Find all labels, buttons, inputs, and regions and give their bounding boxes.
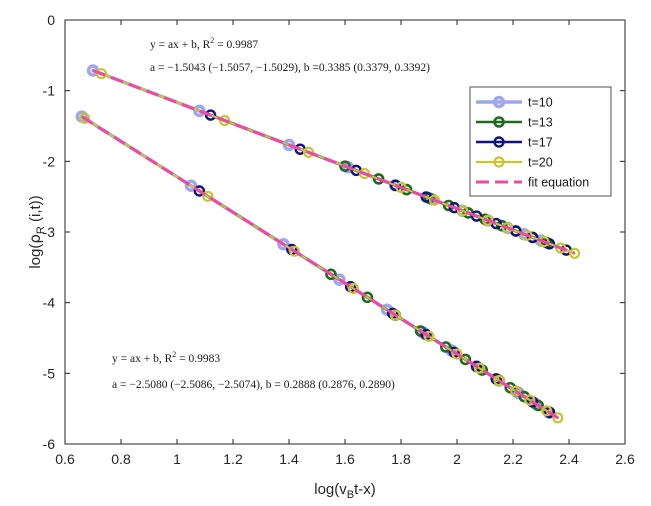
series-layer	[75, 64, 581, 424]
data-point	[333, 273, 346, 286]
x-tick-label: 2.2	[503, 451, 523, 467]
data-point	[389, 309, 401, 321]
legend-marker	[493, 136, 505, 148]
data-point	[442, 199, 455, 212]
annotation-bottom-line2: a = −2.5080 (−2.5086, −2.5074), b = 0.28…	[112, 379, 395, 391]
data-point	[339, 160, 351, 172]
data-point	[193, 104, 206, 118]
legend-marker	[492, 95, 506, 109]
data-point	[395, 181, 407, 193]
data-point	[359, 168, 371, 180]
legend-label: t=10	[528, 96, 553, 110]
x-tick-label: 2.4	[559, 451, 579, 467]
data-point	[289, 245, 301, 257]
ticks-layer: 0.6 0.8 1 1.2 1.4 1.6 1.8 2 2.2 2.4 2.6 0 -1 -2 -3 -4 -5…	[43, 12, 635, 467]
data-point	[540, 405, 553, 417]
data-point	[510, 385, 522, 397]
data-point	[423, 330, 435, 342]
x-axis-label: log(vBt-x)	[314, 481, 376, 501]
fit-line-upper	[92, 69, 576, 255]
data-point	[325, 268, 337, 281]
annotation-top-line2: a = −1.5043 (−1.5057, −1.5029), b =0.338…	[150, 62, 430, 74]
data-point	[457, 205, 469, 217]
x-tick-label: 1.8	[391, 451, 411, 467]
legend-label: fit equation	[528, 176, 589, 190]
data-point	[219, 114, 231, 127]
y-axis-label: log(ρR (i,t))	[26, 195, 47, 268]
data-point	[501, 222, 513, 234]
y-tick-label: -6	[43, 436, 56, 452]
legend-label: t=20	[528, 156, 553, 170]
data-point	[524, 394, 536, 406]
x-tick-label: 0.8	[111, 451, 131, 467]
legend-items: t=10 t=13 t=17 t=20 fit equation	[476, 96, 589, 190]
data-point	[439, 341, 452, 353]
data-point	[277, 237, 290, 251]
data-point	[78, 112, 91, 124]
data-point	[473, 362, 485, 374]
y-tick-label: -2	[43, 153, 56, 169]
data-point	[568, 247, 581, 259]
y-tick-label: -4	[43, 295, 56, 311]
x-tick-label: 1.4	[279, 451, 299, 467]
data-point	[389, 179, 402, 192]
x-tick-label: 1.2	[223, 451, 243, 467]
data-point	[552, 412, 564, 424]
data-point	[493, 375, 505, 387]
x-tick-label: 1	[173, 451, 181, 467]
data-point	[482, 214, 494, 226]
data-point	[202, 190, 214, 202]
data-point	[282, 138, 296, 152]
y-tick-label: -1	[43, 83, 56, 99]
legend-marker	[493, 116, 505, 128]
x-tick-label: 2.6	[615, 451, 635, 467]
data-point	[459, 353, 472, 366]
data-point	[526, 231, 539, 244]
data-point	[451, 348, 463, 360]
legend-marker	[493, 156, 505, 168]
data-point	[400, 183, 413, 196]
data-point	[554, 242, 567, 254]
data-point	[538, 236, 550, 248]
data-point	[347, 282, 359, 295]
data-point	[95, 68, 108, 80]
data-point	[303, 146, 315, 158]
x-tick-label: 0.6	[55, 451, 75, 467]
data-point	[521, 229, 533, 241]
data-point	[184, 179, 198, 192]
data-point	[429, 194, 441, 206]
legend-label: t=17	[528, 136, 553, 150]
legend-label: t=13	[528, 116, 553, 130]
data-point	[495, 219, 508, 232]
y-tick-label: -5	[43, 365, 56, 381]
data-point	[204, 109, 217, 121]
legend: t=10 t=13 t=17 t=20 fit equation	[469, 86, 612, 197]
data-point	[543, 238, 556, 250]
data-point	[470, 210, 483, 222]
data-point	[193, 185, 206, 197]
annotation-top-line1: y = ax + b, R2 = 0.9987	[150, 36, 258, 51]
annotation-bottom-line1: y = ax + b, R2 = 0.9983	[112, 350, 220, 365]
x-tick-label: 1.6	[335, 451, 355, 467]
data-point	[372, 173, 385, 185]
x-tick-label: 2	[453, 451, 461, 467]
y-tick-label: -3	[43, 224, 56, 240]
y-tick-label: 0	[47, 12, 55, 28]
data-point	[361, 291, 374, 304]
